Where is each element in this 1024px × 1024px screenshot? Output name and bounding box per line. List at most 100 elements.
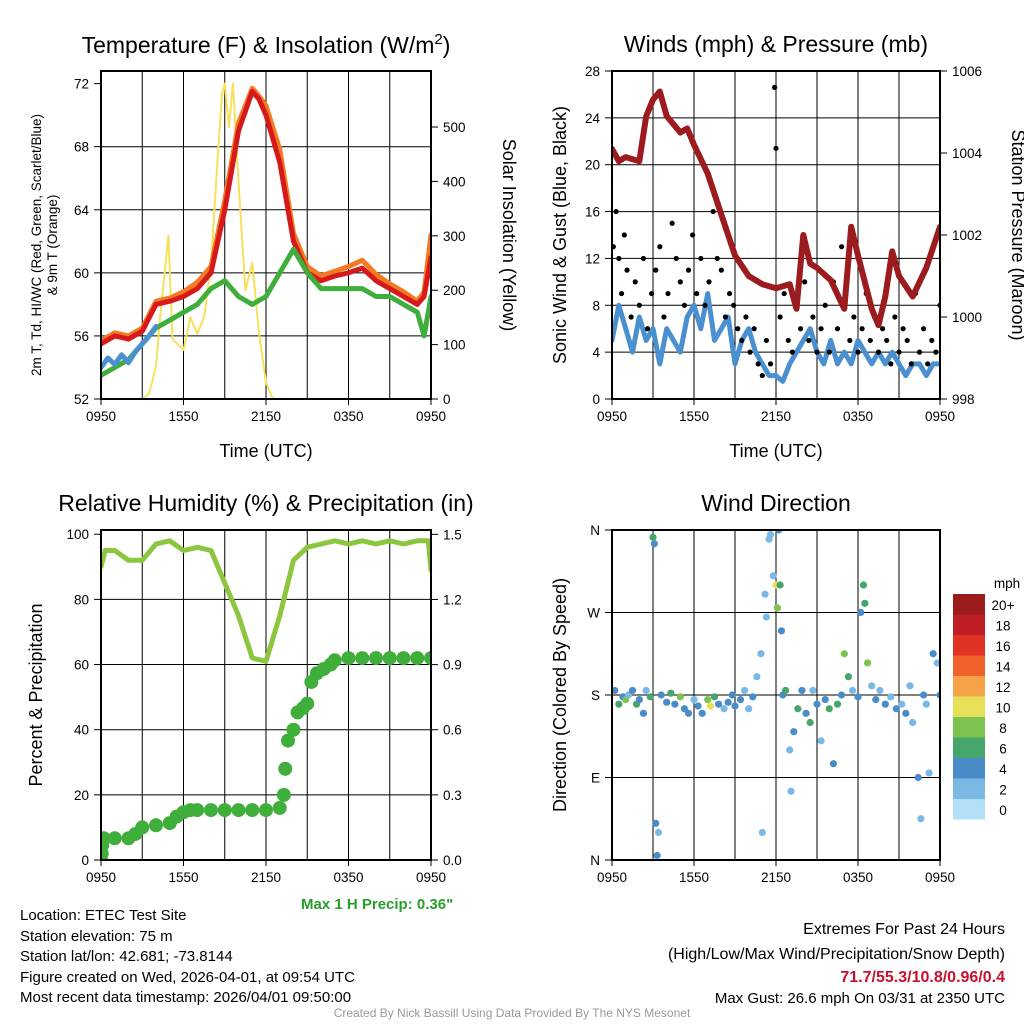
- y2-tick-label: 400: [443, 174, 466, 189]
- max-precip-annotation: Max 1 H Precip: 0.36": [301, 896, 454, 913]
- y2-tick-label: 0.9: [443, 658, 462, 673]
- y-tick-label: 64: [74, 203, 90, 218]
- wind-direction-point: [809, 686, 817, 695]
- wind-direction-point: [887, 693, 895, 701]
- wind-direction-point: [917, 815, 925, 823]
- wind-direction-point: [861, 599, 869, 607]
- gust-point: [653, 267, 659, 273]
- gust-point: [661, 314, 667, 320]
- wind-direction-point: [654, 828, 663, 837]
- gust-point: [834, 326, 841, 332]
- gust-point: [636, 302, 642, 308]
- legend-label: 8: [999, 721, 1007, 736]
- wind-direction-point: [840, 650, 848, 658]
- y2-tick-label: 0: [443, 392, 451, 407]
- wind-direction-point: [876, 686, 884, 695]
- wind-direction-point: [838, 691, 846, 699]
- gust-point: [710, 208, 716, 215]
- y-tick-label: 80: [74, 592, 89, 607]
- gust-point: [669, 220, 675, 226]
- gust-point: [624, 267, 630, 273]
- footer-credit: Created By Nick Bassill Using Data Provi…: [333, 1006, 691, 1020]
- precip-point: [278, 761, 293, 776]
- gust-point: [759, 372, 765, 379]
- wind-direction-point: [798, 686, 806, 695]
- y-tick-label: 12: [585, 251, 600, 266]
- gust-point: [884, 337, 890, 344]
- wind-direction-point: [762, 613, 771, 621]
- gust-point: [908, 361, 914, 367]
- x-tick-label: 1550: [168, 870, 198, 885]
- y-tick-label: 40: [74, 723, 89, 738]
- wind-direction-point: [704, 695, 712, 704]
- legend-title: mph: [994, 576, 1020, 591]
- wind-direction-point: [652, 819, 660, 827]
- elevation-text: Station elevation: 75 m: [20, 927, 173, 945]
- x-axis-label: Time (UTC): [729, 441, 822, 461]
- gust-point: [892, 314, 898, 320]
- gust-point: [773, 145, 779, 151]
- wind-direction-point: [844, 673, 853, 681]
- precip-point: [259, 803, 273, 818]
- y-tick-label: 0: [81, 853, 89, 868]
- gust-point: [681, 302, 688, 308]
- wind-direction-point: [740, 686, 749, 695]
- gust-point: [802, 279, 808, 285]
- wind-line: [612, 291, 940, 384]
- speed-legend: mph 20+ 18 16 14 12 10 8 6 4 2 0: [953, 576, 1020, 820]
- y2-tick-label: 100: [443, 338, 466, 353]
- wc-line: [101, 324, 159, 370]
- gust-point: [649, 290, 655, 297]
- x-axis-label: Time (UTC): [219, 441, 312, 461]
- precip-point: [231, 803, 246, 818]
- wind-direction-point: [787, 787, 795, 795]
- wind-direction-point: [749, 693, 757, 701]
- gust-point: [867, 337, 873, 344]
- extremes-subtitle: (High/Low/Max Wind/Precipitation/Snow De…: [667, 946, 1005, 963]
- wind-direction-point: [731, 702, 739, 710]
- legend-swatch: [953, 758, 985, 779]
- legend-label: 18: [995, 619, 1010, 634]
- y2-tick-label: 1000: [952, 310, 982, 325]
- wind-direction-point: [881, 700, 889, 708]
- wind-direction-point: [806, 718, 814, 727]
- precip-point: [190, 803, 205, 818]
- legend-label: 4: [999, 762, 1007, 777]
- precip-point: [355, 651, 370, 666]
- legend-swatch: [953, 676, 985, 697]
- legend-swatch: [953, 655, 985, 676]
- y2-tick-label: 200: [443, 283, 466, 298]
- wind-direction-point: [781, 686, 790, 695]
- x-tick-label: 0350: [843, 870, 873, 885]
- gust-point: [925, 361, 931, 367]
- wind-direction-point: [715, 700, 723, 708]
- wind-direction-point: [728, 691, 736, 699]
- y2-axis-label: Station Pressure (Maroon): [1008, 129, 1024, 340]
- location-text: Location: ETEC Test Site: [20, 907, 187, 924]
- wind-direction-point: [615, 700, 623, 708]
- x-tick-label: 1550: [679, 870, 709, 885]
- plot-area: [101, 82, 431, 399]
- chart-title: Relative Humidity (%) & Precipitation (i…: [58, 490, 473, 516]
- y-tick-label: N: [590, 853, 600, 868]
- gust-point: [726, 290, 733, 297]
- y-tick-label: N: [590, 523, 600, 538]
- precip-point: [107, 831, 122, 846]
- legend-swatch: [953, 737, 985, 758]
- gust-point: [644, 326, 651, 332]
- plot-area: [101, 538, 431, 860]
- precip-point: [341, 651, 356, 666]
- gust-point: [896, 349, 902, 355]
- gust-point: [880, 326, 886, 332]
- y2-tick-label: 1.5: [443, 527, 462, 542]
- wind-direction-point: [657, 691, 665, 699]
- gust-point: [751, 326, 757, 332]
- wind-direction-point: [736, 695, 745, 704]
- gust-point: [685, 267, 692, 273]
- gust-point: [826, 349, 832, 355]
- legend-label: 2: [999, 783, 1007, 798]
- wind-direction-point: [848, 686, 857, 695]
- x-tick-label: 0950: [597, 870, 627, 885]
- y2-tick-label: 0.6: [443, 723, 462, 738]
- gust-point: [767, 361, 774, 367]
